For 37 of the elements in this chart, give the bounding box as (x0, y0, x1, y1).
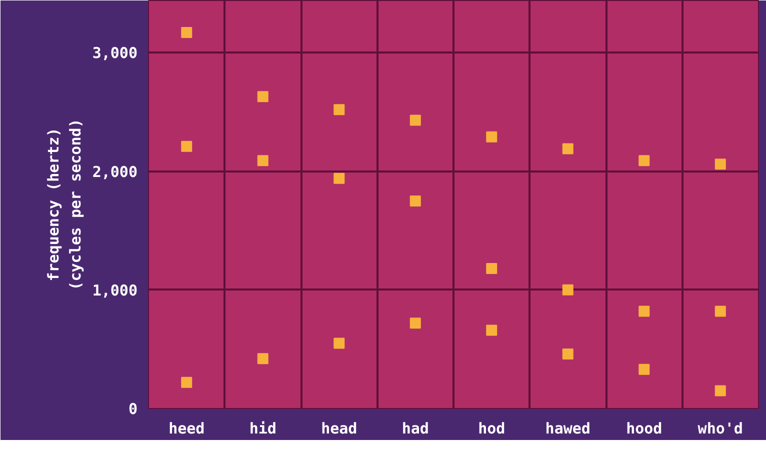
point (486, 263, 498, 274)
x-tick-label: who'd (698, 420, 743, 438)
x-tick-label: hawed (545, 420, 590, 438)
point (334, 104, 345, 116)
point (257, 91, 268, 102)
point (638, 364, 650, 375)
point (181, 27, 192, 38)
point (638, 306, 650, 317)
x-tick-label: hod (478, 420, 506, 438)
point (486, 324, 498, 336)
point (714, 158, 726, 170)
point (638, 155, 650, 166)
x-tick-label: had (402, 420, 429, 438)
point (181, 376, 192, 388)
point (334, 338, 345, 349)
point (257, 155, 268, 166)
y-tick-label: 2,000 (92, 162, 138, 181)
point (486, 131, 498, 142)
point (562, 284, 574, 296)
x-tick-label: heed (168, 420, 205, 438)
x-tick-label: hood (626, 420, 662, 438)
x-tick-label: head (321, 420, 358, 438)
y-tick-label: 3,000 (92, 44, 138, 62)
x-tick-label: hid (249, 420, 276, 438)
y-tick-label: 0 (128, 400, 138, 418)
point (334, 172, 345, 184)
point (714, 385, 726, 396)
point (410, 195, 421, 206)
point (410, 114, 421, 126)
point (714, 306, 726, 317)
point (410, 318, 421, 329)
point (562, 348, 574, 360)
y-axis-title: frequency (hertz) (cycles per second) (44, 118, 84, 290)
point (562, 143, 574, 154)
point (181, 140, 192, 152)
point (257, 353, 268, 364)
y-tick-label: 1,000 (92, 281, 138, 300)
